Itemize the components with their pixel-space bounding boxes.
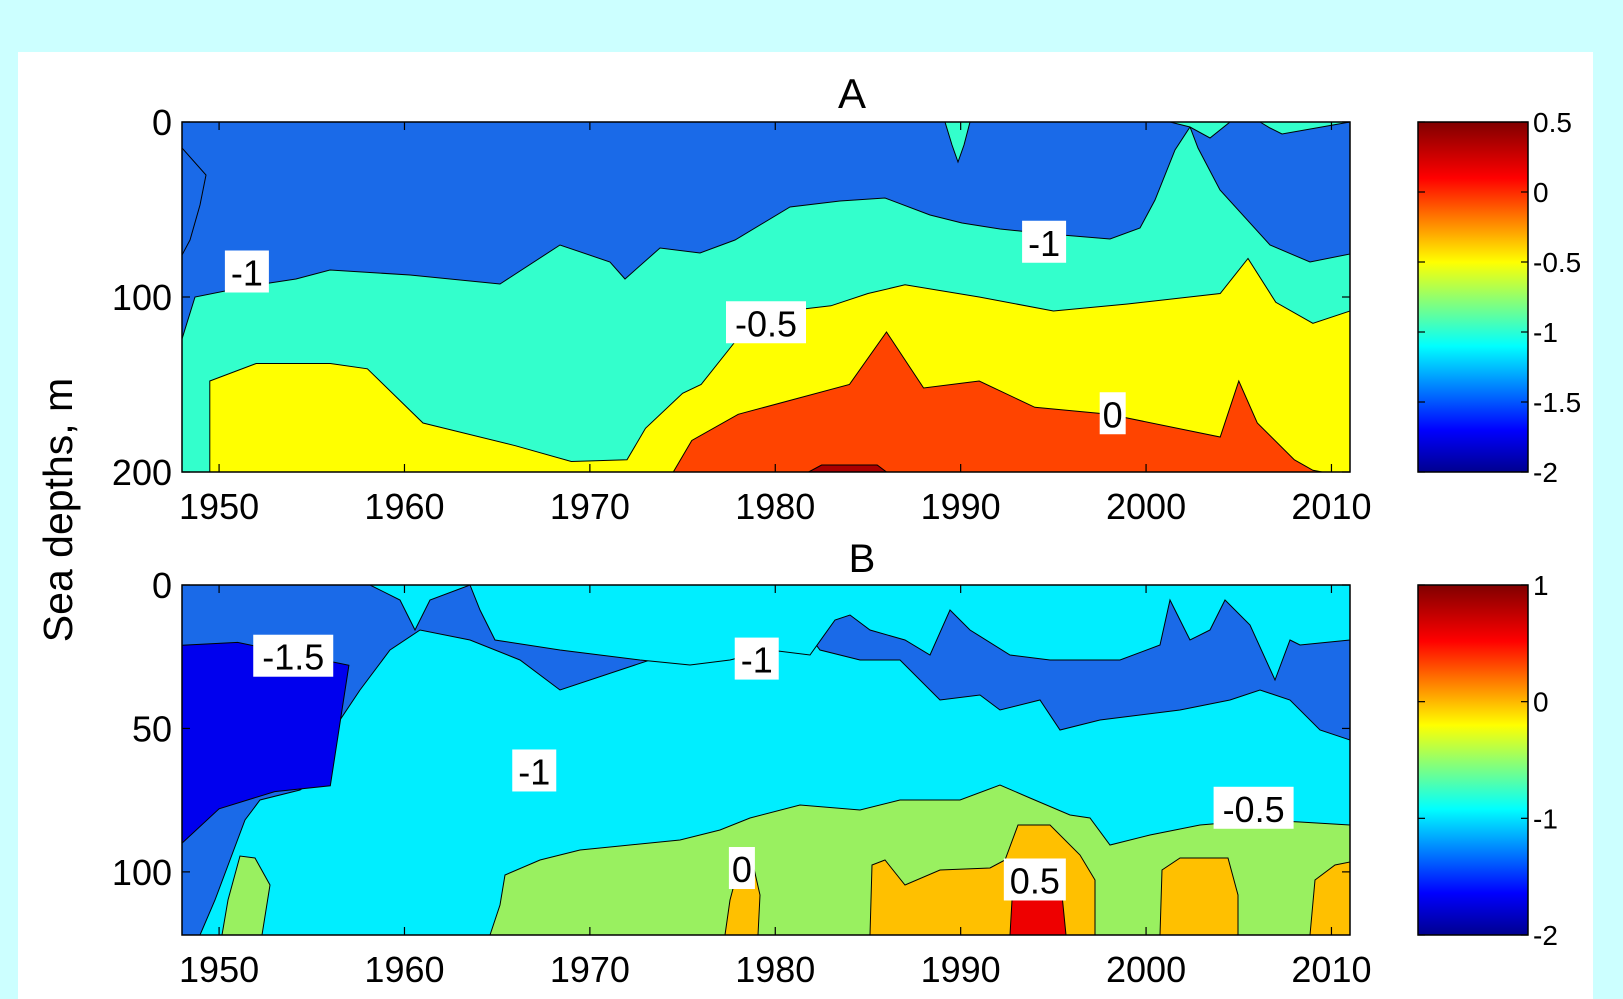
panel-b-y-tick-label: 50 <box>132 708 172 749</box>
panel-b-colorbar-tick-label: -1 <box>1533 803 1558 834</box>
panel-a-x-tick-label: 2000 <box>1106 486 1186 527</box>
panel-b-contour-label: 0.5 <box>1003 858 1066 901</box>
panel-a-contour-label: -1 <box>224 250 269 294</box>
panel-a-band-1 <box>672 331 1323 472</box>
panel-a-x-ticks: 1950 1960 1970 1980 1990 2000 2010 <box>179 122 1372 527</box>
panel-a: A -1-1-0.50 1950 1960 1970 1980 1990 2000 2010… <box>112 70 1581 527</box>
panel-a-y-tick-label: 200 <box>112 452 172 493</box>
panel-a-cyan-top-2008 <box>1259 122 1350 135</box>
contour-label-text: 0.5 <box>1010 860 1060 901</box>
panel-a-colorbar-tick-label: 0 <box>1533 177 1549 208</box>
panel-a-cyan-spike-1990 <box>944 122 971 164</box>
panel-b-x-tick-label: 1950 <box>179 949 259 990</box>
panel-b-contour-label: 0 <box>728 847 755 890</box>
panel-b-x-tick-label: 1960 <box>364 949 444 990</box>
panel-a-cyan-top-2005 <box>1169 122 1231 139</box>
panel-b-cyan-top <box>369 585 1350 682</box>
panel-b-band-0 <box>182 585 350 844</box>
contour-label-text: 0 <box>1103 394 1123 435</box>
contour-label-box <box>224 250 269 293</box>
panel-a-colorbar <box>1417 121 1529 473</box>
panel-b-x-ticks: 1950 1960 1970 1980 1990 2000 2010 <box>179 585 1372 990</box>
contour-label-text: -1 <box>741 640 773 681</box>
panel-b-colorbar-tick-label: -2 <box>1533 920 1558 951</box>
panel-a-band-2 <box>808 464 888 472</box>
panel-a-bands <box>182 257 1350 472</box>
panel-a-colorbar-tick-label: -1 <box>1533 317 1558 348</box>
contour-label-text: -1 <box>231 253 263 294</box>
panel-a-contour-label: 0 <box>1099 392 1126 435</box>
panel-b-contour-label: -1 <box>734 637 779 681</box>
panel-b-y-tick-label: 100 <box>112 852 172 893</box>
panel-b-colorbar-tick-label: 0 <box>1533 687 1549 718</box>
panel-b-contour-label: -1.5 <box>253 634 334 678</box>
panel-a-contour-label: -1 <box>1022 220 1067 264</box>
panel-b-bands <box>182 585 350 844</box>
panel-b-orange-patch-2010 <box>1309 861 1350 935</box>
y-axis-label: Sea depths, m <box>35 378 81 642</box>
contour-label-box <box>726 301 806 344</box>
panel-a-colorbar-tick-label: -0.5 <box>1533 247 1581 278</box>
panel-b-contour-label: -0.5 <box>1213 786 1294 830</box>
panel-b-colorbar <box>1417 584 1529 936</box>
contour-label-text: -1 <box>518 751 550 792</box>
panel-b-title: B <box>849 537 876 581</box>
panel-b-orange-patch-2003 <box>1159 857 1239 935</box>
panel-b-x-tick-label: 2010 <box>1291 949 1371 990</box>
panel-a-x-tick-label: 1970 <box>550 486 630 527</box>
panel-a-x-tick-label: 1950 <box>179 486 259 527</box>
panel-b: B -1.5 -1 -1 -0.5 0 0.5 1950 1960 1970 1980 1990 2… <box>112 537 1558 990</box>
contour-label-box <box>728 847 755 890</box>
panel-b-colorbar-tick-label: 1 <box>1533 570 1549 601</box>
panel-a-y-tick-label: 0 <box>152 102 172 143</box>
contour-label-box <box>512 749 557 792</box>
panel-b-x-tick-label: 1970 <box>550 949 630 990</box>
panel-a-colorbar-ticks: 0.5 0 -0.5 -1 -1.5 -2 <box>1418 107 1581 488</box>
panel-a-x-tick-label: 1960 <box>364 486 444 527</box>
panel-a-y-tick-label: 100 <box>112 277 172 318</box>
panel-a-x-tick-label: 2010 <box>1291 486 1371 527</box>
panel-a-contour-label: -0.5 <box>726 301 806 344</box>
panel-b-x-tick-label: 2000 <box>1106 949 1186 990</box>
contour-label-text: -1 <box>1028 223 1060 264</box>
contour-label-box <box>734 637 779 680</box>
panel-a-contour-labels: -1 -1 -0.5 0 <box>224 220 1126 435</box>
contour-label-text: -0.5 <box>1223 789 1285 830</box>
panel-b-contour-labels: -1.5 -1 -1 -0.5 0 0.5 <box>253 634 1294 901</box>
contour-label-text: 0 <box>732 849 752 890</box>
panel-b-plot <box>182 585 1350 935</box>
contour-label-box <box>1022 220 1067 263</box>
panel-b-x-tick-label: 1990 <box>921 949 1001 990</box>
contour-label-box <box>253 634 334 677</box>
contour-label-text: -1.5 <box>262 637 324 678</box>
panel-a-colorbar-tick-label: -1.5 <box>1533 387 1581 418</box>
panel-b-green-patch-left <box>221 855 271 935</box>
panel-b-axes-frame <box>181 584 1351 936</box>
contour-label-box <box>1003 858 1066 901</box>
panel-a-x-tick-label: 1990 <box>921 486 1001 527</box>
panel-a-colorbar-tick-label: -2 <box>1533 457 1558 488</box>
panel-b-colorbar-ticks: 1 0 -1 -2 <box>1418 570 1558 951</box>
panel-a-title: A <box>838 70 866 117</box>
panel-a-colorbar-tick-label: 0.5 <box>1533 107 1572 138</box>
panel-b-y-tick-label: 0 <box>152 565 172 606</box>
panel-b-contour-label: -1 <box>512 749 557 792</box>
panel-b-y-ticks: 0 50 100 <box>112 565 1350 893</box>
panel-b-x-tick-label: 1980 <box>735 949 815 990</box>
panel-a-y-ticks: 0 100 200 <box>112 102 1350 493</box>
panel-a-contour-left-edge <box>182 122 207 256</box>
panel-a-x-tick-label: 1980 <box>735 486 815 527</box>
contour-label-box <box>1099 392 1126 435</box>
contour-label-box <box>1213 786 1294 829</box>
contour-label-text: -0.5 <box>735 303 797 344</box>
